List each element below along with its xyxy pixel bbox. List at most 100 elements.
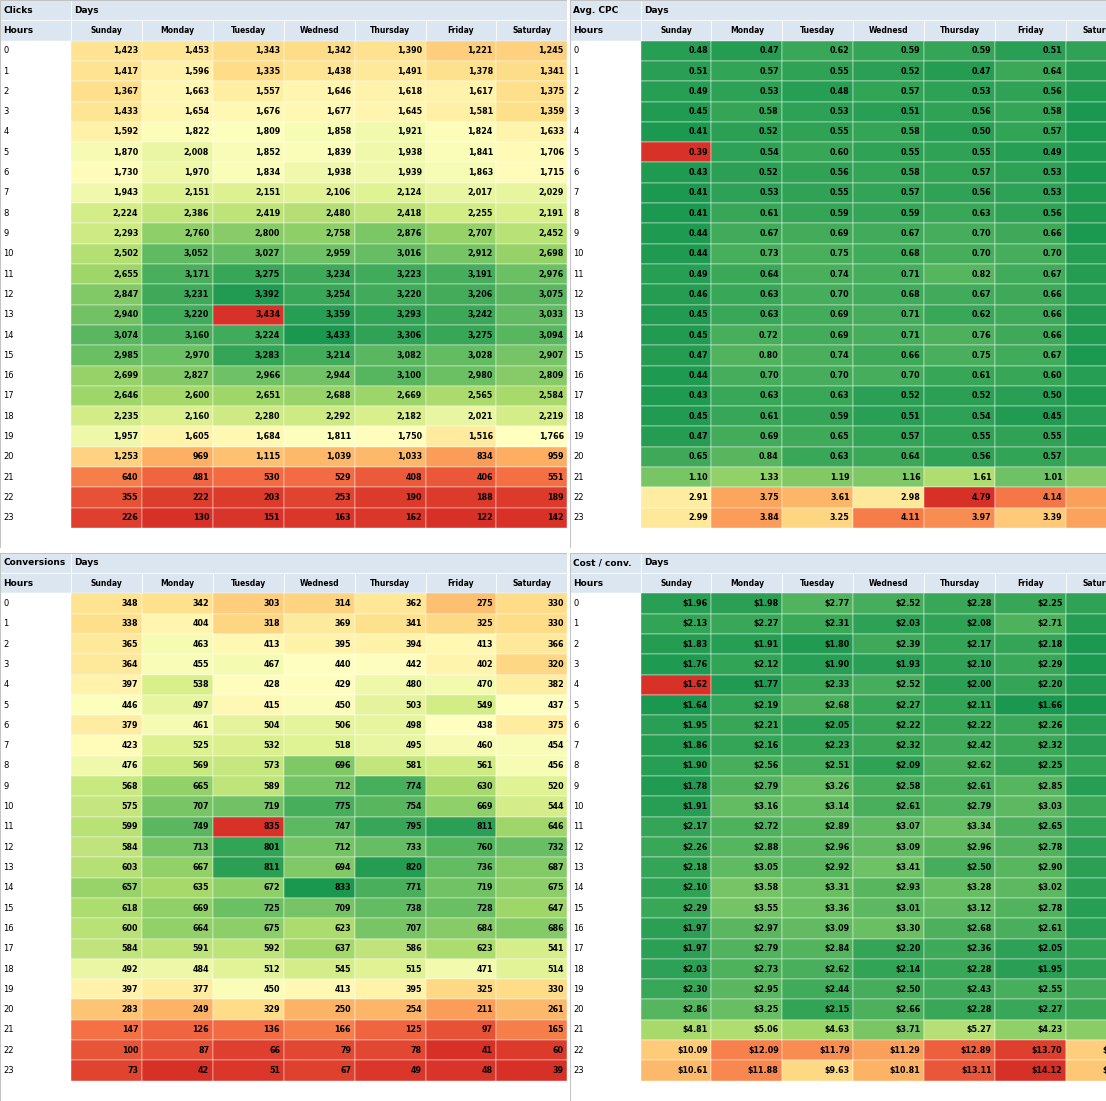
FancyBboxPatch shape [995,346,1066,366]
Text: 2,688: 2,688 [325,392,351,401]
Text: 21: 21 [573,1025,584,1035]
Text: 364: 364 [122,659,138,669]
FancyBboxPatch shape [212,203,283,224]
FancyBboxPatch shape [995,122,1066,142]
Text: 1,863: 1,863 [468,168,493,177]
Text: $2.27: $2.27 [1037,1005,1063,1014]
FancyBboxPatch shape [711,716,782,735]
FancyBboxPatch shape [283,385,355,406]
Text: 707: 707 [406,924,422,933]
FancyBboxPatch shape [995,264,1066,284]
FancyBboxPatch shape [426,20,497,41]
Text: $2.72: $2.72 [753,822,779,831]
FancyBboxPatch shape [782,959,854,979]
Text: 1,852: 1,852 [254,148,280,156]
Text: 2,758: 2,758 [325,229,351,238]
FancyBboxPatch shape [925,467,995,488]
Text: 0.53: 0.53 [972,87,992,96]
FancyBboxPatch shape [212,406,283,426]
Text: 1,453: 1,453 [184,46,209,55]
Text: 2,876: 2,876 [397,229,422,238]
Text: 10: 10 [3,249,14,259]
Text: 0.41: 0.41 [688,128,708,137]
Text: $2.68: $2.68 [967,924,992,933]
FancyBboxPatch shape [640,1060,711,1081]
Text: 283: 283 [122,1005,138,1014]
Text: 811: 811 [263,863,280,872]
FancyBboxPatch shape [640,142,711,163]
FancyBboxPatch shape [925,654,995,675]
FancyBboxPatch shape [711,1000,782,1020]
Text: 0.68: 0.68 [901,290,920,299]
FancyBboxPatch shape [854,447,925,467]
Text: $2.00: $2.00 [967,680,992,689]
Text: 3: 3 [3,659,9,669]
Text: 3,160: 3,160 [184,330,209,339]
FancyBboxPatch shape [0,695,71,716]
FancyBboxPatch shape [71,613,142,634]
FancyBboxPatch shape [782,488,854,508]
FancyBboxPatch shape [570,716,640,735]
Text: 254: 254 [406,1005,422,1014]
Text: 3.39: 3.39 [1043,513,1063,522]
FancyBboxPatch shape [426,243,497,264]
Text: 1,811: 1,811 [326,432,351,442]
FancyBboxPatch shape [355,41,426,61]
Text: 0.57: 0.57 [1043,128,1063,137]
Text: 1,341: 1,341 [539,66,564,76]
Text: 0.53: 0.53 [1043,168,1063,177]
Text: 2,565: 2,565 [468,392,493,401]
FancyBboxPatch shape [283,406,355,426]
Text: Tuesday: Tuesday [801,579,835,588]
FancyBboxPatch shape [570,183,640,203]
FancyBboxPatch shape [283,817,355,837]
Text: 3,214: 3,214 [326,351,351,360]
FancyBboxPatch shape [1066,264,1106,284]
Text: $2.77: $2.77 [824,599,849,608]
Text: 1,809: 1,809 [254,128,280,137]
Text: 16: 16 [573,924,584,933]
Text: $2.05: $2.05 [1037,945,1063,953]
Text: 0.45: 0.45 [688,412,708,421]
FancyBboxPatch shape [497,467,567,488]
FancyBboxPatch shape [212,426,283,447]
FancyBboxPatch shape [0,183,71,203]
FancyBboxPatch shape [71,877,142,898]
Text: 1,921: 1,921 [397,128,422,137]
Text: 0.71: 0.71 [901,270,920,279]
FancyBboxPatch shape [426,81,497,101]
Text: 586: 586 [406,945,422,953]
Text: 18: 18 [573,964,584,973]
Text: 0.47: 0.47 [688,432,708,442]
Text: 561: 561 [477,762,493,771]
FancyBboxPatch shape [497,61,567,81]
FancyBboxPatch shape [212,634,283,654]
FancyBboxPatch shape [1066,488,1106,508]
FancyBboxPatch shape [212,1000,283,1020]
FancyBboxPatch shape [497,183,567,203]
FancyBboxPatch shape [995,613,1066,634]
Text: 2,827: 2,827 [184,371,209,380]
Text: 719: 719 [477,883,493,892]
FancyBboxPatch shape [854,203,925,224]
FancyBboxPatch shape [570,898,640,918]
Text: 0.57: 0.57 [901,188,920,197]
FancyBboxPatch shape [925,447,995,467]
Text: 5: 5 [573,700,578,709]
Text: 549: 549 [477,700,493,709]
FancyBboxPatch shape [640,325,711,346]
Text: 2,502: 2,502 [113,249,138,259]
FancyBboxPatch shape [782,634,854,654]
Text: 2,106: 2,106 [326,188,351,197]
FancyBboxPatch shape [995,81,1066,101]
FancyBboxPatch shape [355,385,426,406]
FancyBboxPatch shape [640,346,711,366]
FancyBboxPatch shape [711,613,782,634]
FancyBboxPatch shape [426,654,497,675]
FancyBboxPatch shape [854,1040,925,1060]
FancyBboxPatch shape [995,163,1066,183]
FancyBboxPatch shape [1066,101,1106,122]
FancyBboxPatch shape [570,1020,640,1040]
FancyBboxPatch shape [212,837,283,858]
FancyBboxPatch shape [426,346,497,366]
